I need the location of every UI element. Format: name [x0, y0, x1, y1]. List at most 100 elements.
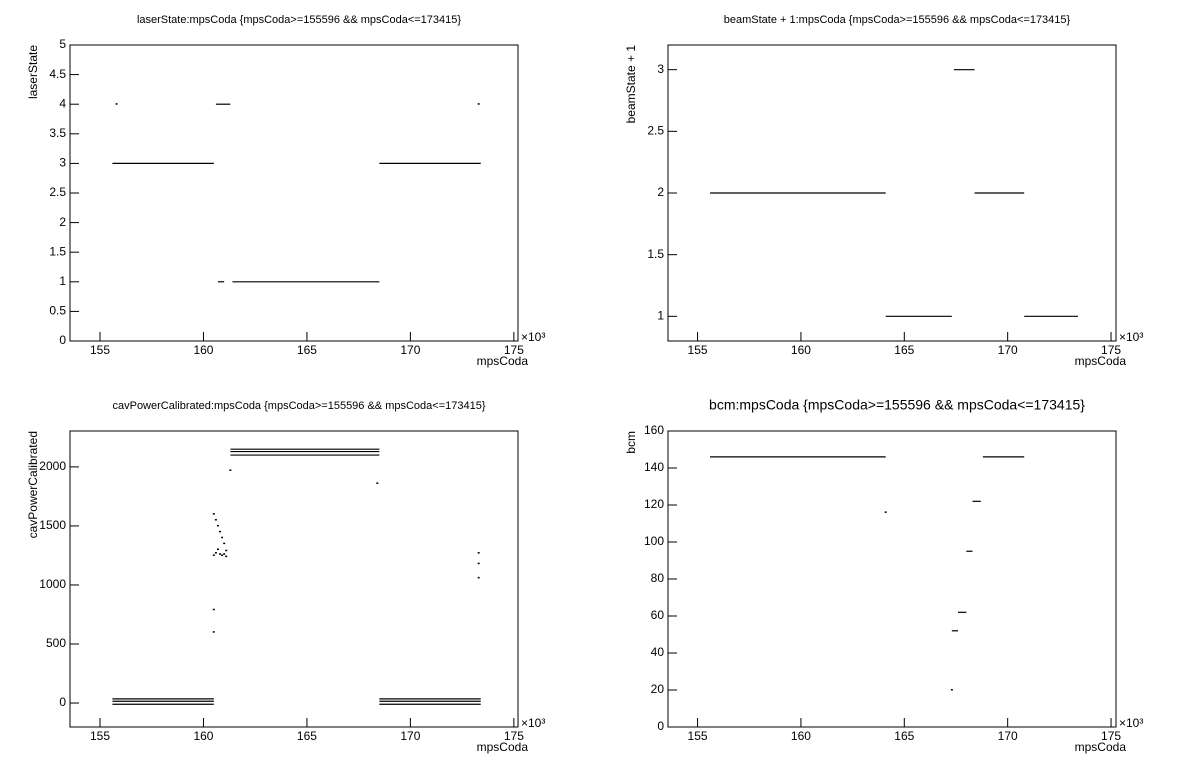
x-axis-label: mpsCoda [1075, 740, 1127, 754]
x-tick-label: 170 [998, 343, 1018, 357]
point [115, 103, 118, 105]
y-tick-label: 0 [59, 695, 66, 709]
x-tick-label: 165 [297, 729, 317, 743]
y-tick-label: 1.5 [647, 247, 664, 261]
y-tick-label: 40 [651, 645, 665, 659]
y-tick-label: 1 [59, 274, 66, 288]
point [221, 554, 224, 556]
y-tick-label: 60 [651, 608, 665, 622]
chart-title: beamState + 1:mpsCoda {mpsCoda>=155596 &… [724, 14, 1071, 26]
pad: cavPowerCalibrated:mpsCoda {mpsCoda>=155… [26, 400, 545, 754]
point [225, 549, 228, 552]
x-tick-label: 175 [1101, 343, 1121, 357]
point [223, 553, 226, 555]
x-tick-label: 160 [791, 343, 811, 357]
x-axis-label: mpsCoda [1075, 354, 1127, 368]
point [214, 552, 217, 554]
y-tick-label: 4.5 [49, 67, 66, 81]
y-tick-label: 100 [644, 534, 664, 548]
chart-title: bcm:mpsCoda {mpsCoda>=155596 && mpsCoda<… [709, 397, 1085, 413]
frame [69, 430, 519, 728]
y-tick-label: 1500 [39, 518, 66, 532]
y-tick-label: 2 [657, 185, 664, 199]
y-tick-label: 1000 [39, 577, 66, 591]
x-tick-label: 155 [90, 343, 110, 357]
point [376, 482, 379, 484]
chart-title: laserState:mpsCoda {mpsCoda>=155596 && m… [137, 14, 461, 26]
y-tick-label: 5 [59, 37, 66, 51]
x-tick-label: 165 [894, 729, 914, 743]
point [212, 554, 215, 556]
x-multiplier: ×10³ [521, 330, 545, 344]
x-tick-label: 160 [193, 343, 213, 357]
y-tick-label: 2000 [39, 459, 66, 473]
point [884, 511, 887, 513]
x-tick-label: 175 [504, 343, 524, 357]
point [477, 552, 480, 554]
point [214, 519, 217, 521]
x-tick-label: 175 [1101, 729, 1121, 743]
x-tick-label: 155 [90, 729, 110, 743]
y-axis-label: cavPowerCalibrated [26, 431, 40, 538]
y-tick-label: 140 [644, 460, 664, 474]
y-tick-label: 3 [59, 156, 66, 170]
y-tick-label: 0 [657, 719, 664, 733]
pad: bcm:mpsCoda {mpsCoda>=155596 && mpsCoda<… [624, 397, 1143, 754]
point [219, 530, 222, 533]
x-tick-label: 160 [791, 729, 811, 743]
x-multiplier: ×10³ [521, 716, 545, 730]
frame [667, 430, 1117, 728]
point [477, 103, 480, 105]
point [223, 542, 226, 545]
chart-title: cavPowerCalibrated:mpsCoda {mpsCoda>=155… [112, 400, 485, 412]
x-multiplier: ×10³ [1119, 330, 1143, 344]
y-tick-label: 2.5 [49, 185, 66, 199]
x-tick-label: 165 [297, 343, 317, 357]
frame [69, 44, 519, 342]
point [221, 536, 224, 539]
point [229, 469, 232, 471]
y-tick-label: 0 [59, 333, 66, 347]
x-tick-label: 160 [193, 729, 213, 743]
y-axis-label: laserState [26, 45, 40, 99]
point [477, 576, 480, 579]
y-tick-label: 20 [651, 682, 665, 696]
y-tick-label: 1.5 [49, 244, 66, 258]
x-tick-label: 155 [688, 729, 708, 743]
point [212, 608, 215, 611]
x-axis-label: mpsCoda [477, 354, 529, 368]
point [212, 631, 215, 633]
x-tick-label: 170 [998, 729, 1018, 743]
y-tick-label: 2.5 [647, 124, 664, 138]
x-tick-label: 175 [504, 729, 524, 743]
pad: beamState + 1:mpsCoda {mpsCoda>=155596 &… [624, 14, 1143, 368]
y-tick-label: 1 [657, 309, 664, 323]
y-tick-label: 0.5 [49, 304, 66, 318]
x-axis-label: mpsCoda [477, 740, 529, 754]
point [219, 553, 222, 555]
point [950, 689, 953, 691]
x-tick-label: 170 [400, 729, 420, 743]
x-tick-label: 170 [400, 343, 420, 357]
pad: laserState:mpsCoda {mpsCoda>=155596 && m… [26, 14, 545, 368]
y-tick-label: 80 [651, 571, 665, 585]
point [477, 562, 480, 565]
y-axis-label: bcm [624, 431, 638, 454]
x-multiplier: ×10³ [1119, 716, 1143, 730]
y-tick-label: 3 [657, 62, 664, 76]
point [225, 555, 228, 558]
y-tick-label: 2 [59, 215, 66, 229]
y-tick-label: 160 [644, 423, 664, 437]
y-tick-label: 500 [46, 636, 66, 650]
y-tick-label: 3.5 [49, 126, 66, 140]
x-tick-label: 165 [894, 343, 914, 357]
point [216, 524, 219, 527]
point [216, 548, 219, 551]
point [212, 513, 215, 515]
y-tick-label: 120 [644, 497, 664, 511]
y-tick-label: 4 [59, 96, 66, 110]
y-axis-label: beamState + 1 [624, 45, 638, 124]
x-tick-label: 155 [688, 343, 708, 357]
